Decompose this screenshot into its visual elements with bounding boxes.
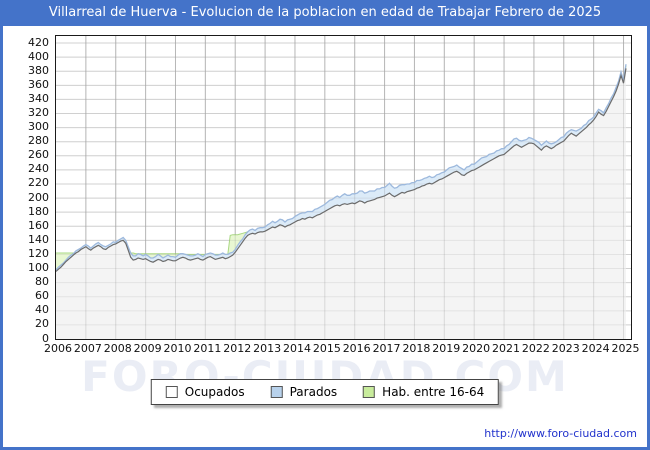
x-tick-label: 2019 (432, 342, 461, 355)
y-tick-label: 140 (28, 232, 49, 246)
y-tick-label: 340 (28, 91, 49, 105)
x-tick-label: 2009 (133, 342, 162, 355)
y-tick-label: 20 (35, 317, 49, 331)
y-tick-label: 0 (42, 331, 49, 345)
y-tick-label: 180 (28, 204, 49, 218)
x-tick-label: 2012 (223, 342, 252, 355)
x-tick-label: 2006 (44, 342, 72, 355)
legend-swatch-icon (363, 386, 376, 398)
y-tick-label: 40 (35, 303, 49, 317)
legend-label: Parados (289, 385, 338, 399)
x-tick-label: 2007 (73, 342, 102, 355)
plot-area (55, 35, 632, 340)
line-ocupados (56, 68, 627, 272)
x-tick-label: 2017 (372, 342, 401, 355)
legend-item: Ocupados (165, 385, 245, 399)
x-tick-label: 2022 (521, 342, 550, 355)
y-tick-label: 160 (28, 218, 49, 232)
y-tick-label: 300 (28, 120, 49, 134)
x-tick-label: 2023 (551, 342, 580, 355)
y-tick-label: 280 (28, 134, 49, 148)
x-tick-label: 2016 (342, 342, 371, 355)
y-tick-label: 380 (28, 63, 49, 77)
legend-label: Ocupados (184, 385, 245, 399)
line-parados-top (56, 64, 627, 271)
title-bar: Villarreal de Huerva - Evolucion de la p… (3, 0, 647, 26)
chart-legend: Ocupados Parados Hab. entre 16-64 (150, 379, 500, 405)
footer-url-link[interactable]: http://www.foro-ciudad.com (484, 427, 637, 440)
y-tick-label: 400 (28, 49, 49, 63)
legend-swatch-icon (270, 386, 283, 398)
y-tick-label: 260 (28, 148, 49, 162)
y-tick-label: 420 (28, 35, 49, 49)
x-tick-label: 2018 (402, 342, 431, 355)
page-title: Villarreal de Huerva - Evolucion de la p… (48, 5, 602, 20)
x-tick-label: 2011 (193, 342, 222, 355)
y-tick-label: 320 (28, 106, 49, 119)
x-tick-label: 2024 (581, 342, 610, 355)
x-tick-label: 2010 (163, 342, 192, 355)
y-tick-label: 240 (28, 162, 49, 176)
legend-label: Hab. entre 16-64 (382, 385, 485, 399)
y-tick-label: 100 (28, 261, 49, 275)
area-ocupados (56, 68, 626, 339)
y-tick-label: 200 (28, 190, 49, 204)
y-tick-label: 120 (28, 246, 49, 260)
x-tick-label: 2013 (253, 342, 282, 355)
legend-item: Parados (270, 385, 338, 399)
legend-swatch-icon (165, 386, 178, 398)
y-tick-label: 220 (28, 176, 49, 190)
x-tick-label: 2021 (492, 342, 521, 355)
x-tick-label: 2014 (282, 342, 311, 355)
x-tick-label: 2025 (611, 342, 640, 355)
legend-item: Hab. entre 16-64 (363, 385, 484, 399)
y-tick-label: 60 (35, 289, 49, 303)
chart-canvas (56, 36, 631, 339)
y-tick-label: 360 (28, 77, 49, 91)
y-tick-label: 80 (35, 275, 49, 289)
x-tick-label: 2020 (462, 342, 491, 355)
x-tick-label: 2008 (103, 342, 132, 355)
x-tick-label: 2015 (312, 342, 341, 355)
